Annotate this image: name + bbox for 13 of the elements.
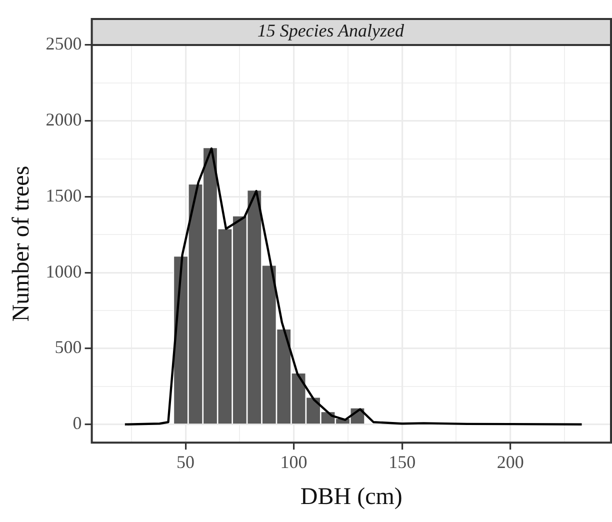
- y-tick-label: 500: [54, 337, 82, 358]
- x-tick-label: 200: [496, 452, 524, 472]
- y-axis-title: Number of trees: [8, 166, 35, 322]
- x-tick-label: 50: [176, 452, 195, 472]
- y-tick-label: 2000: [46, 110, 82, 130]
- y-tick-label: 2500: [46, 34, 82, 54]
- x-tick-label: 150: [388, 452, 416, 472]
- y-tick-label: 0: [72, 413, 82, 434]
- x-tick-label: 100: [280, 452, 308, 472]
- x-axis-title: DBH (cm): [300, 484, 402, 510]
- y-tick-label: 1000: [46, 261, 82, 282]
- chart-title: 15 Species Analyzed: [257, 20, 405, 41]
- y-tick-label: 1500: [46, 185, 82, 206]
